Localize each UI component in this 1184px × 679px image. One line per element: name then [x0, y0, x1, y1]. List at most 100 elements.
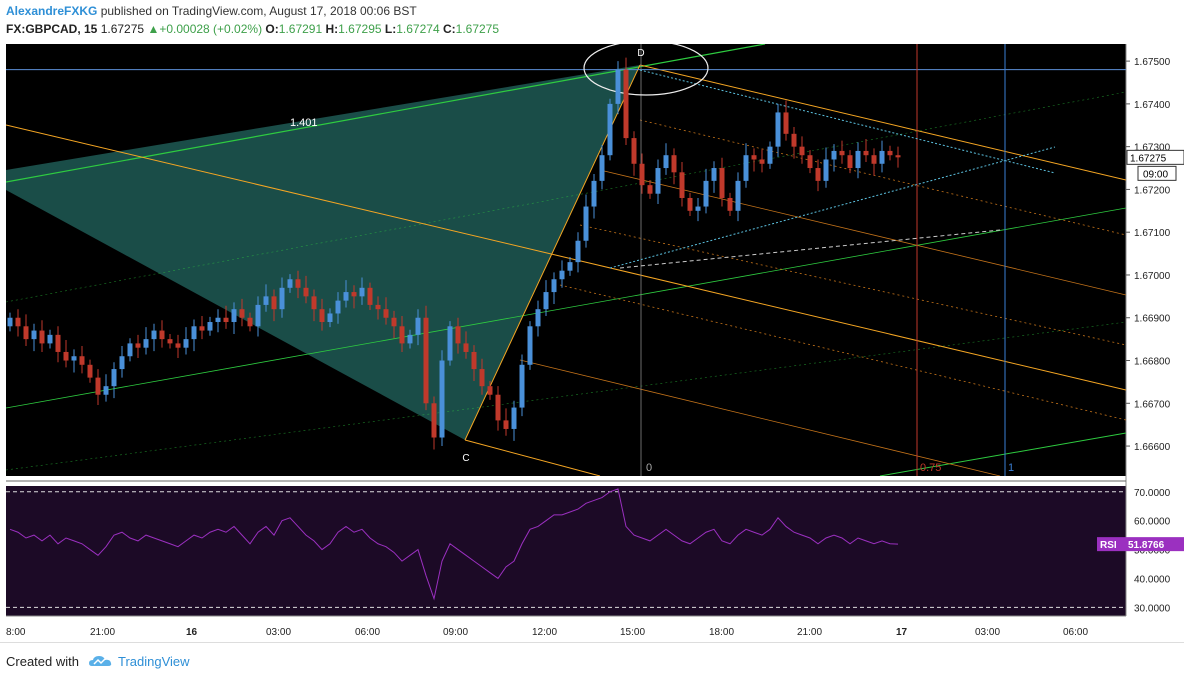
candle: [783, 100, 789, 141]
candle: [215, 309, 221, 333]
candle: [479, 358, 485, 395]
triangle-upper-line[interactable]: [639, 69, 1056, 174]
candle: [495, 386, 501, 431]
time-tick-label: 8:00: [6, 627, 26, 638]
candle: [359, 277, 365, 305]
candle: [703, 168, 709, 214]
candle: [751, 148, 757, 172]
candle: [543, 280, 549, 317]
highlight-ellipse[interactable]: [583, 41, 709, 96]
green-trendline[interactable]: [6, 44, 766, 183]
candle: [455, 317, 461, 354]
candle: [103, 374, 109, 402]
candle: [735, 172, 741, 222]
candle: [415, 309, 421, 346]
rsi-line[interactable]: [9, 488, 899, 601]
point-d-label: D: [637, 48, 644, 59]
candle: [607, 98, 613, 161]
candle: [583, 194, 589, 248]
price-tick-label: 1.67500: [1134, 57, 1171, 68]
candle: [159, 320, 165, 348]
candle: [255, 296, 261, 337]
time-tick-label: 06:00: [355, 627, 380, 638]
time-tick-label: 16: [186, 627, 198, 638]
countdown-tag: [1137, 165, 1177, 181]
candle: [535, 300, 541, 337]
candles-group: [7, 57, 901, 450]
price-tick-label: 1.66700: [1134, 399, 1171, 410]
candle: [775, 103, 781, 157]
candle: [191, 319, 197, 352]
tradingview-cloud-icon[interactable]: [88, 653, 114, 669]
time-tick-label: 15:00: [620, 627, 645, 638]
candle: [791, 126, 797, 159]
candle: [87, 359, 93, 383]
candle: [567, 257, 573, 276]
countdown-text: 09:00: [1143, 169, 1168, 180]
rsi-tick-label: 70.0000: [1134, 488, 1171, 499]
candle: [7, 312, 13, 332]
candle: [879, 140, 885, 173]
candle: [823, 147, 829, 188]
candle: [743, 143, 749, 188]
change-value: +0.00028 (+0.02%): [159, 22, 263, 36]
change-arrow-icon: ▲: [147, 22, 160, 36]
candle: [863, 138, 869, 163]
time-tick-label: 18:00: [709, 627, 734, 638]
candle: [447, 321, 453, 366]
rsi-tick-label: 40.0000: [1134, 574, 1171, 585]
candle: [143, 327, 149, 355]
chart-area[interactable]: D C 1.401 0 0.75 1 1.66600 1.66700 1.66800…: [0, 40, 1184, 642]
candle: [39, 320, 45, 352]
candle: [527, 321, 533, 370]
price-tick-label: 1.66600: [1134, 442, 1171, 453]
green-channel-line[interactable]: [6, 207, 1126, 409]
candle: [871, 148, 877, 176]
price-axis[interactable]: [1126, 44, 1184, 616]
time-axis[interactable]: [0, 616, 1184, 642]
candle: [615, 61, 621, 115]
candle: [367, 282, 373, 311]
candle: [431, 396, 437, 450]
candle: [247, 312, 253, 332]
triangle-lower-line[interactable]: [609, 146, 1056, 269]
symbol-label[interactable]: FX:GBPCAD, 15: [6, 22, 98, 36]
green-lower-line[interactable]: [879, 432, 1126, 476]
candle: [199, 316, 205, 340]
price-tick-label: 1.66900: [1134, 314, 1171, 325]
tradingview-link[interactable]: TradingView: [118, 654, 190, 669]
dashed-target-line[interactable]: [619, 229, 1001, 269]
vline-label-1: 1: [1008, 462, 1014, 474]
candle: [79, 345, 85, 374]
rsi-pane[interactable]: [6, 486, 1126, 616]
candle: [231, 302, 237, 334]
time-axis-labels: 8:00 21:00 16 03:00 06:00 09:00 12:00 15:00 18:0…: [6, 627, 1088, 638]
last-price: 1.67275: [100, 22, 145, 36]
low-value: 1.67274: [396, 22, 440, 36]
time-tick-label: 09:00: [443, 627, 468, 638]
price-tick-label: 1.67100: [1134, 228, 1171, 239]
candle: [727, 192, 733, 216]
fork-median-line[interactable]: [6, 124, 1126, 391]
open-value: 1.67291: [278, 22, 323, 36]
last-price-tag: [1126, 149, 1184, 165]
fork-lower-line[interactable]: [464, 439, 601, 476]
candle: [679, 162, 685, 207]
candle: [319, 298, 325, 331]
price-tick-label: 1.67300: [1134, 143, 1171, 154]
candle: [887, 145, 893, 161]
candle: [711, 161, 717, 193]
rsi-tag-value: 51.8766: [1128, 540, 1165, 551]
candle: [519, 354, 525, 417]
drawings-layer: [6, 41, 1126, 476]
chart-header: AlexandreFXKG published on TradingView.c…: [0, 0, 1184, 40]
candle: [471, 345, 477, 382]
candle: [391, 310, 397, 339]
candle: [343, 280, 349, 308]
rsi-value-tag: [1097, 537, 1184, 552]
author-link[interactable]: AlexandreFXKG: [6, 4, 98, 18]
high-label: H:: [325, 22, 339, 36]
candle: [327, 308, 333, 328]
candle: [511, 400, 517, 441]
fork-upper-line[interactable]: [639, 64, 1126, 181]
